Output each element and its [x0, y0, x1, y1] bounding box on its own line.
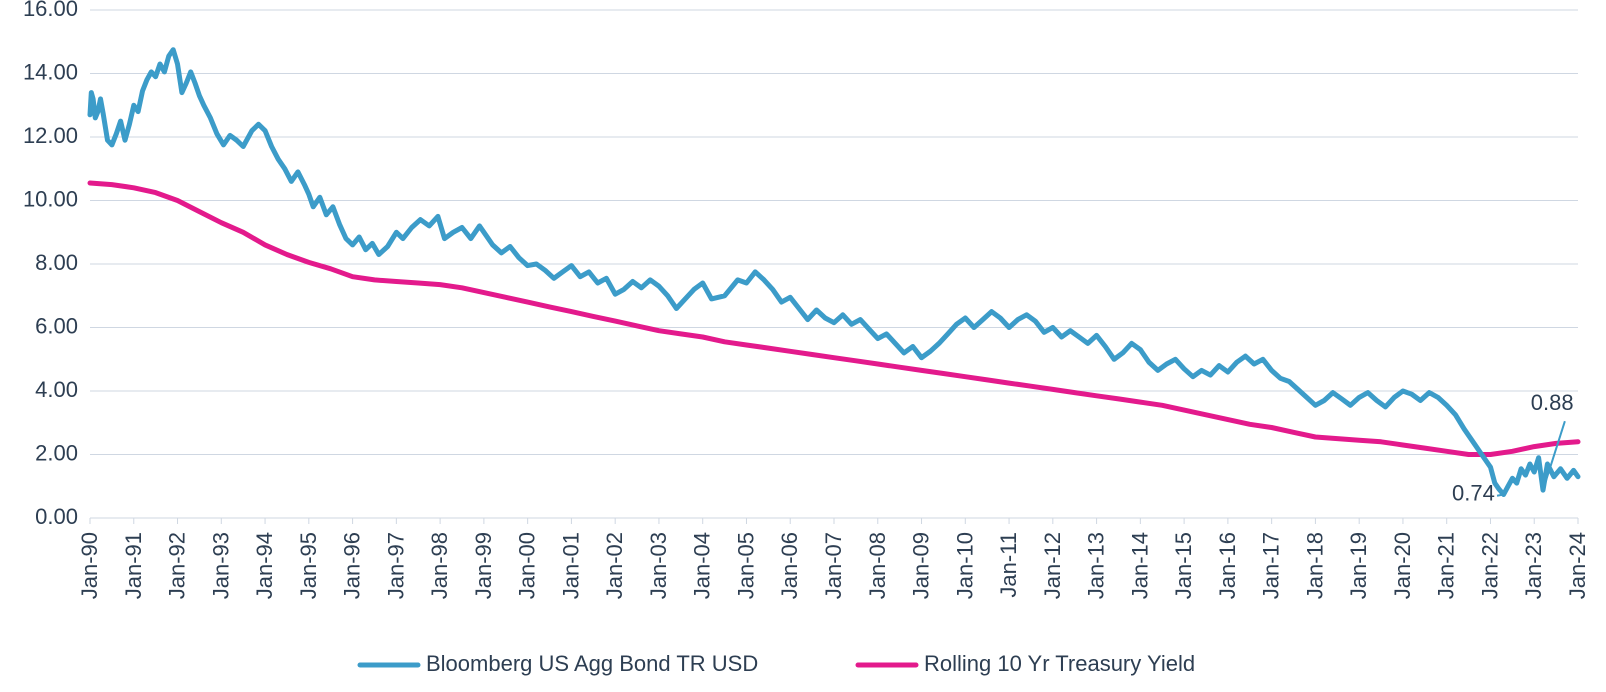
x-tick-label: Jan-22 [1477, 532, 1502, 599]
x-tick-label: Jan-95 [296, 532, 321, 599]
x-tick-label: Jan-20 [1390, 532, 1415, 599]
y-tick-label: 10.00 [23, 186, 78, 211]
x-tick-label: Jan-03 [646, 532, 671, 599]
x-tick-label: Jan-99 [471, 532, 496, 599]
x-tick-label: Jan-05 [733, 532, 758, 599]
x-tick-label: Jan-08 [865, 532, 890, 599]
y-tick-label: 14.00 [23, 59, 78, 84]
y-tick-label: 2.00 [35, 440, 78, 465]
x-tick-label: Jan-09 [909, 532, 934, 599]
y-tick-label: 4.00 [35, 377, 78, 402]
x-tick-label: Jan-17 [1259, 532, 1284, 599]
annotation-label: 0.74 [1452, 481, 1495, 506]
x-tick-label: Jan-90 [77, 532, 102, 599]
x-tick-label: Jan-96 [340, 532, 365, 599]
x-tick-label: Jan-14 [1127, 532, 1152, 599]
x-tick-label: Jan-06 [777, 532, 802, 599]
x-tick-label: Jan-21 [1434, 532, 1459, 599]
y-tick-label: 0.00 [35, 504, 78, 529]
annotation-label: 0.88 [1531, 390, 1574, 415]
series-agg [90, 50, 1578, 495]
x-tick-label: Jan-93 [208, 532, 233, 599]
x-ticks: Jan-90 Jan-91 Jan-92 Jan-93 Jan-94 Jan-95 Jan-… [77, 518, 1590, 599]
annotation-leader [1543, 421, 1565, 490]
x-tick-label: Jan-12 [1040, 532, 1065, 599]
annotations: 0.74 0.88 [1452, 390, 1574, 505]
x-tick-label: Jan-10 [952, 532, 977, 599]
x-tick-label: Jan-19 [1346, 532, 1371, 599]
x-tick-label: Jan-15 [1171, 532, 1196, 599]
x-tick-label: Jan-01 [558, 532, 583, 599]
x-tick-label: Jan-00 [515, 532, 540, 599]
x-tick-label: Jan-98 [427, 532, 452, 599]
x-tick-label: Jan-23 [1521, 532, 1546, 599]
line-chart: 0.00 2.00 4.00 6.00 8.00 10.00 12.00 14.00 16.00… [0, 0, 1606, 692]
series-tsy [90, 183, 1578, 455]
x-tick-label: Jan-13 [1084, 532, 1109, 599]
legend-label: Bloomberg US Agg Bond TR USD [426, 651, 758, 676]
y-tick-label: 8.00 [35, 250, 78, 275]
legend: Bloomberg US Agg Bond TR USD Rolling 10 Y… [360, 651, 1195, 676]
annotation-leader [1497, 495, 1504, 496]
y-tick-label: 12.00 [23, 123, 78, 148]
x-tick-label: Jan-24 [1565, 532, 1590, 599]
y-tick-label: 16.00 [23, 0, 78, 21]
x-tick-label: Jan-94 [252, 532, 277, 599]
x-tick-label: Jan-02 [602, 532, 627, 599]
x-tick-label: Jan-92 [165, 532, 190, 599]
x-tick-label: Jan-97 [383, 532, 408, 599]
chart-svg: 0.00 2.00 4.00 6.00 8.00 10.00 12.00 14.00 16.00… [0, 0, 1606, 692]
x-tick-label: Jan-91 [121, 532, 146, 599]
y-grid: 0.00 2.00 4.00 6.00 8.00 10.00 12.00 14.00 16.00 [23, 0, 1578, 529]
y-tick-label: 6.00 [35, 313, 78, 338]
x-tick-label: Jan-11 [996, 532, 1021, 598]
x-tick-label: Jan-18 [1302, 532, 1327, 599]
x-tick-label: Jan-16 [1215, 532, 1240, 599]
x-tick-label: Jan-04 [690, 532, 715, 599]
x-tick-label: Jan-07 [821, 532, 846, 599]
legend-label: Rolling 10 Yr Treasury Yield [924, 651, 1195, 676]
